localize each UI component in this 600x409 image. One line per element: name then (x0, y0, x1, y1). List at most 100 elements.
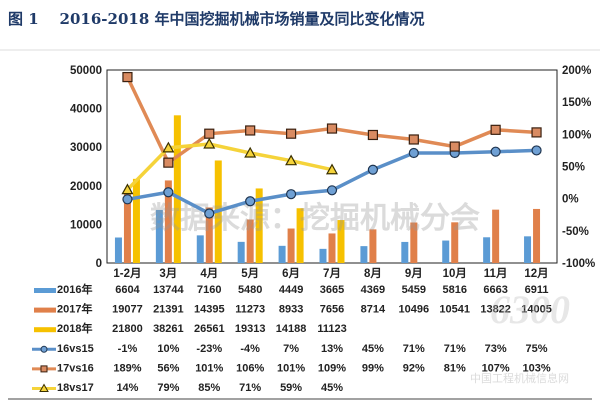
right-axis-tick: 100% (562, 129, 591, 141)
table-cell: 8714 (361, 304, 386, 316)
table-cell: 38261 (153, 323, 184, 335)
marker-18vs17-5月 (244, 146, 257, 158)
svg-text:6300: 6300 (490, 287, 570, 332)
bar-2017年-9月 (410, 222, 418, 263)
x-axis-tick: 6月 (282, 267, 300, 280)
table-cell: 45% (321, 382, 343, 394)
table-cell: 6604 (115, 284, 140, 296)
bar-2017年-5月 (246, 219, 254, 263)
table-cell: 5816 (442, 284, 466, 296)
marker-16vs15-5月 (245, 196, 256, 207)
marker-16vs15-12月 (531, 145, 542, 156)
table-cell: 92% (403, 362, 425, 374)
table-cell: 189% (113, 362, 141, 374)
bar-2017年-3月 (164, 180, 172, 263)
bar-2017年-6月 (287, 228, 295, 263)
marker-18vs17-7月 (325, 163, 339, 175)
bar-2017年-11月 (492, 209, 500, 263)
table-cell: 5480 (238, 284, 262, 296)
table-cell: 75% (526, 343, 548, 355)
table-cell: 71% (239, 382, 261, 394)
table-cell: 107% (482, 362, 510, 374)
table-cell: 101% (195, 362, 223, 374)
x-axis-tick: 8月 (364, 267, 382, 280)
table-cell: 79% (157, 382, 179, 394)
left-axis-tick: 0 (96, 258, 102, 270)
bar-2017年-1-2月 (123, 189, 131, 263)
table-cell: 7160 (197, 284, 221, 296)
marker-17vs16-4月 (204, 128, 215, 139)
table-cell: 8933 (279, 304, 303, 316)
table-cell: 7% (283, 343, 299, 355)
bar-2017年-7月 (328, 233, 336, 263)
table-cell: 109% (318, 362, 346, 374)
x-axis-tick: 1-2月 (113, 267, 141, 280)
right-axis-tick: -50% (562, 226, 589, 238)
table-cell: 6911 (525, 284, 549, 296)
table-cell: 10541 (439, 304, 470, 316)
legend-label-2017年: 2017年 (57, 302, 92, 316)
marker-17vs16-3月 (163, 157, 174, 168)
marker-17vs16-10月 (449, 141, 460, 152)
table-cell: 59% (280, 382, 302, 394)
line-17vs16 (125, 76, 537, 166)
right-axis-tick: 200% (562, 65, 591, 77)
legend-marker-icon (39, 383, 49, 392)
bar-2016年-11月 (483, 237, 491, 263)
x-axis-tick: 5月 (241, 267, 259, 280)
bar-2016年-5月 (237, 241, 245, 263)
bar-2018年-7月 (337, 220, 345, 263)
table-cell: 56% (157, 362, 179, 374)
legend-marker-icon (40, 365, 48, 373)
table-cell: 6663 (483, 284, 507, 296)
bar-2018年-1-2月 (132, 178, 140, 263)
table-cell: 73% (485, 343, 507, 355)
table-cell: 14395 (194, 304, 225, 316)
marker-16vs15-8月 (367, 164, 379, 175)
right-axis-tick: -100% (562, 258, 595, 270)
table-cell: 10496 (399, 304, 430, 316)
svg-text:中国工程机械信息网: 中国工程机械信息网 (470, 371, 569, 385)
table-cell: -1% (118, 343, 138, 355)
marker-17vs16-12月 (531, 127, 542, 138)
marker-16vs15-6月 (285, 189, 297, 200)
bar-2016年-9月 (401, 241, 409, 263)
line-18vs17 (126, 142, 333, 191)
marker-17vs16-6月 (285, 128, 297, 139)
bar-2018年-5月 (255, 188, 263, 263)
table-cell: 5459 (402, 284, 426, 296)
table-cell: 45% (362, 343, 384, 355)
legend-label-17vs16: 17vs16 (57, 362, 94, 374)
bar-2016年-8月 (360, 246, 368, 263)
left-axis-tick: 20000 (70, 181, 102, 193)
marker-16vs15-1-2月 (122, 194, 133, 205)
marker-16vs15-9月 (408, 147, 419, 159)
left-axis-tick: 50000 (70, 65, 102, 77)
legend-label-16vs15: 16vs15 (57, 343, 94, 355)
bar-2016年-10月 (442, 240, 450, 263)
legend-key-2017年 (34, 307, 56, 313)
left-axis-tick: 40000 (70, 104, 102, 116)
marker-17vs16-9月 (408, 134, 419, 145)
marker-18vs17-6月 (285, 154, 298, 166)
bar-2016年-1-2月 (114, 237, 122, 263)
table-cell: -23% (196, 343, 222, 355)
bar-2016年-3月 (155, 209, 163, 263)
table-cell: 7656 (320, 304, 344, 316)
right-axis-tick: 50% (562, 162, 585, 174)
table-cell: 103% (522, 362, 550, 374)
bar-2016年-4月 (196, 235, 204, 263)
bar-2017年-4月 (205, 207, 213, 263)
table-cell: 21800 (112, 323, 143, 335)
table-cell: 13744 (153, 284, 184, 296)
x-axis-tick: 11月 (484, 267, 508, 280)
table-cell: 13822 (480, 304, 511, 316)
table-cell: 3665 (320, 284, 344, 296)
bar-2017年-8月 (369, 229, 377, 263)
bar-2017年-12月 (533, 208, 541, 263)
x-axis-tick: 3月 (159, 267, 177, 280)
legend-label-2016年: 2016年 (57, 282, 92, 296)
x-axis-tick: 9月 (405, 267, 423, 280)
legend-label-2018年: 2018年 (57, 321, 92, 335)
